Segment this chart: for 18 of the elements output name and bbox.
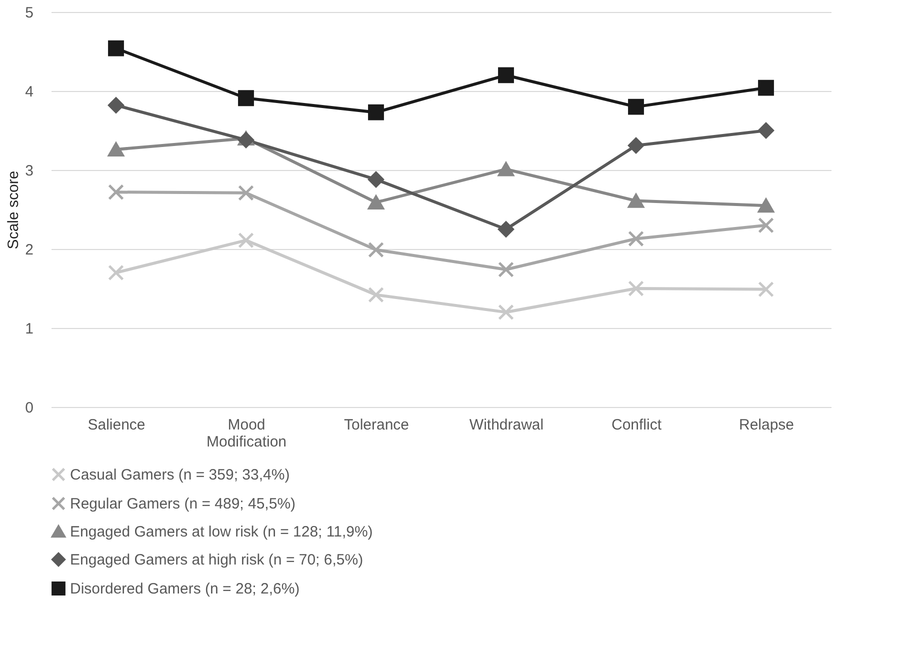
y-tick-label: 4 <box>25 84 34 100</box>
x-tick-label: Relapse <box>738 416 794 434</box>
y-tick-label: 1 <box>25 320 34 338</box>
x-tick-label: Tolerance <box>344 416 410 434</box>
legend-label: Disordered Gamers (n = 28; 2,6%) <box>70 580 300 598</box>
y-tick-label: 3 <box>25 162 34 180</box>
y-tick-label: 0 <box>25 400 34 416</box>
legend-label: Casual Gamers (n = 359; 33,4%) <box>70 466 290 484</box>
y-tick-label: 2 <box>25 242 34 258</box>
x-tick-label: Salience <box>88 416 146 434</box>
x-tick-label: Mood Modification <box>206 416 287 450</box>
y-tick-label: 5 <box>25 4 34 22</box>
x-tick-label: Conflict <box>611 416 662 434</box>
legend-label: Engaged Gamers at low risk (n = 128; 11,9%) <box>70 524 373 540</box>
x-tick-label: Withdrawal <box>469 416 544 434</box>
y-axis-title: Scale score <box>5 170 22 250</box>
legend-label: Engaged Gamers at high risk (n = 70; 6,5%) <box>70 552 364 568</box>
legend-label: Regular Gamers (n = 489; 45,5%) <box>70 496 296 512</box>
